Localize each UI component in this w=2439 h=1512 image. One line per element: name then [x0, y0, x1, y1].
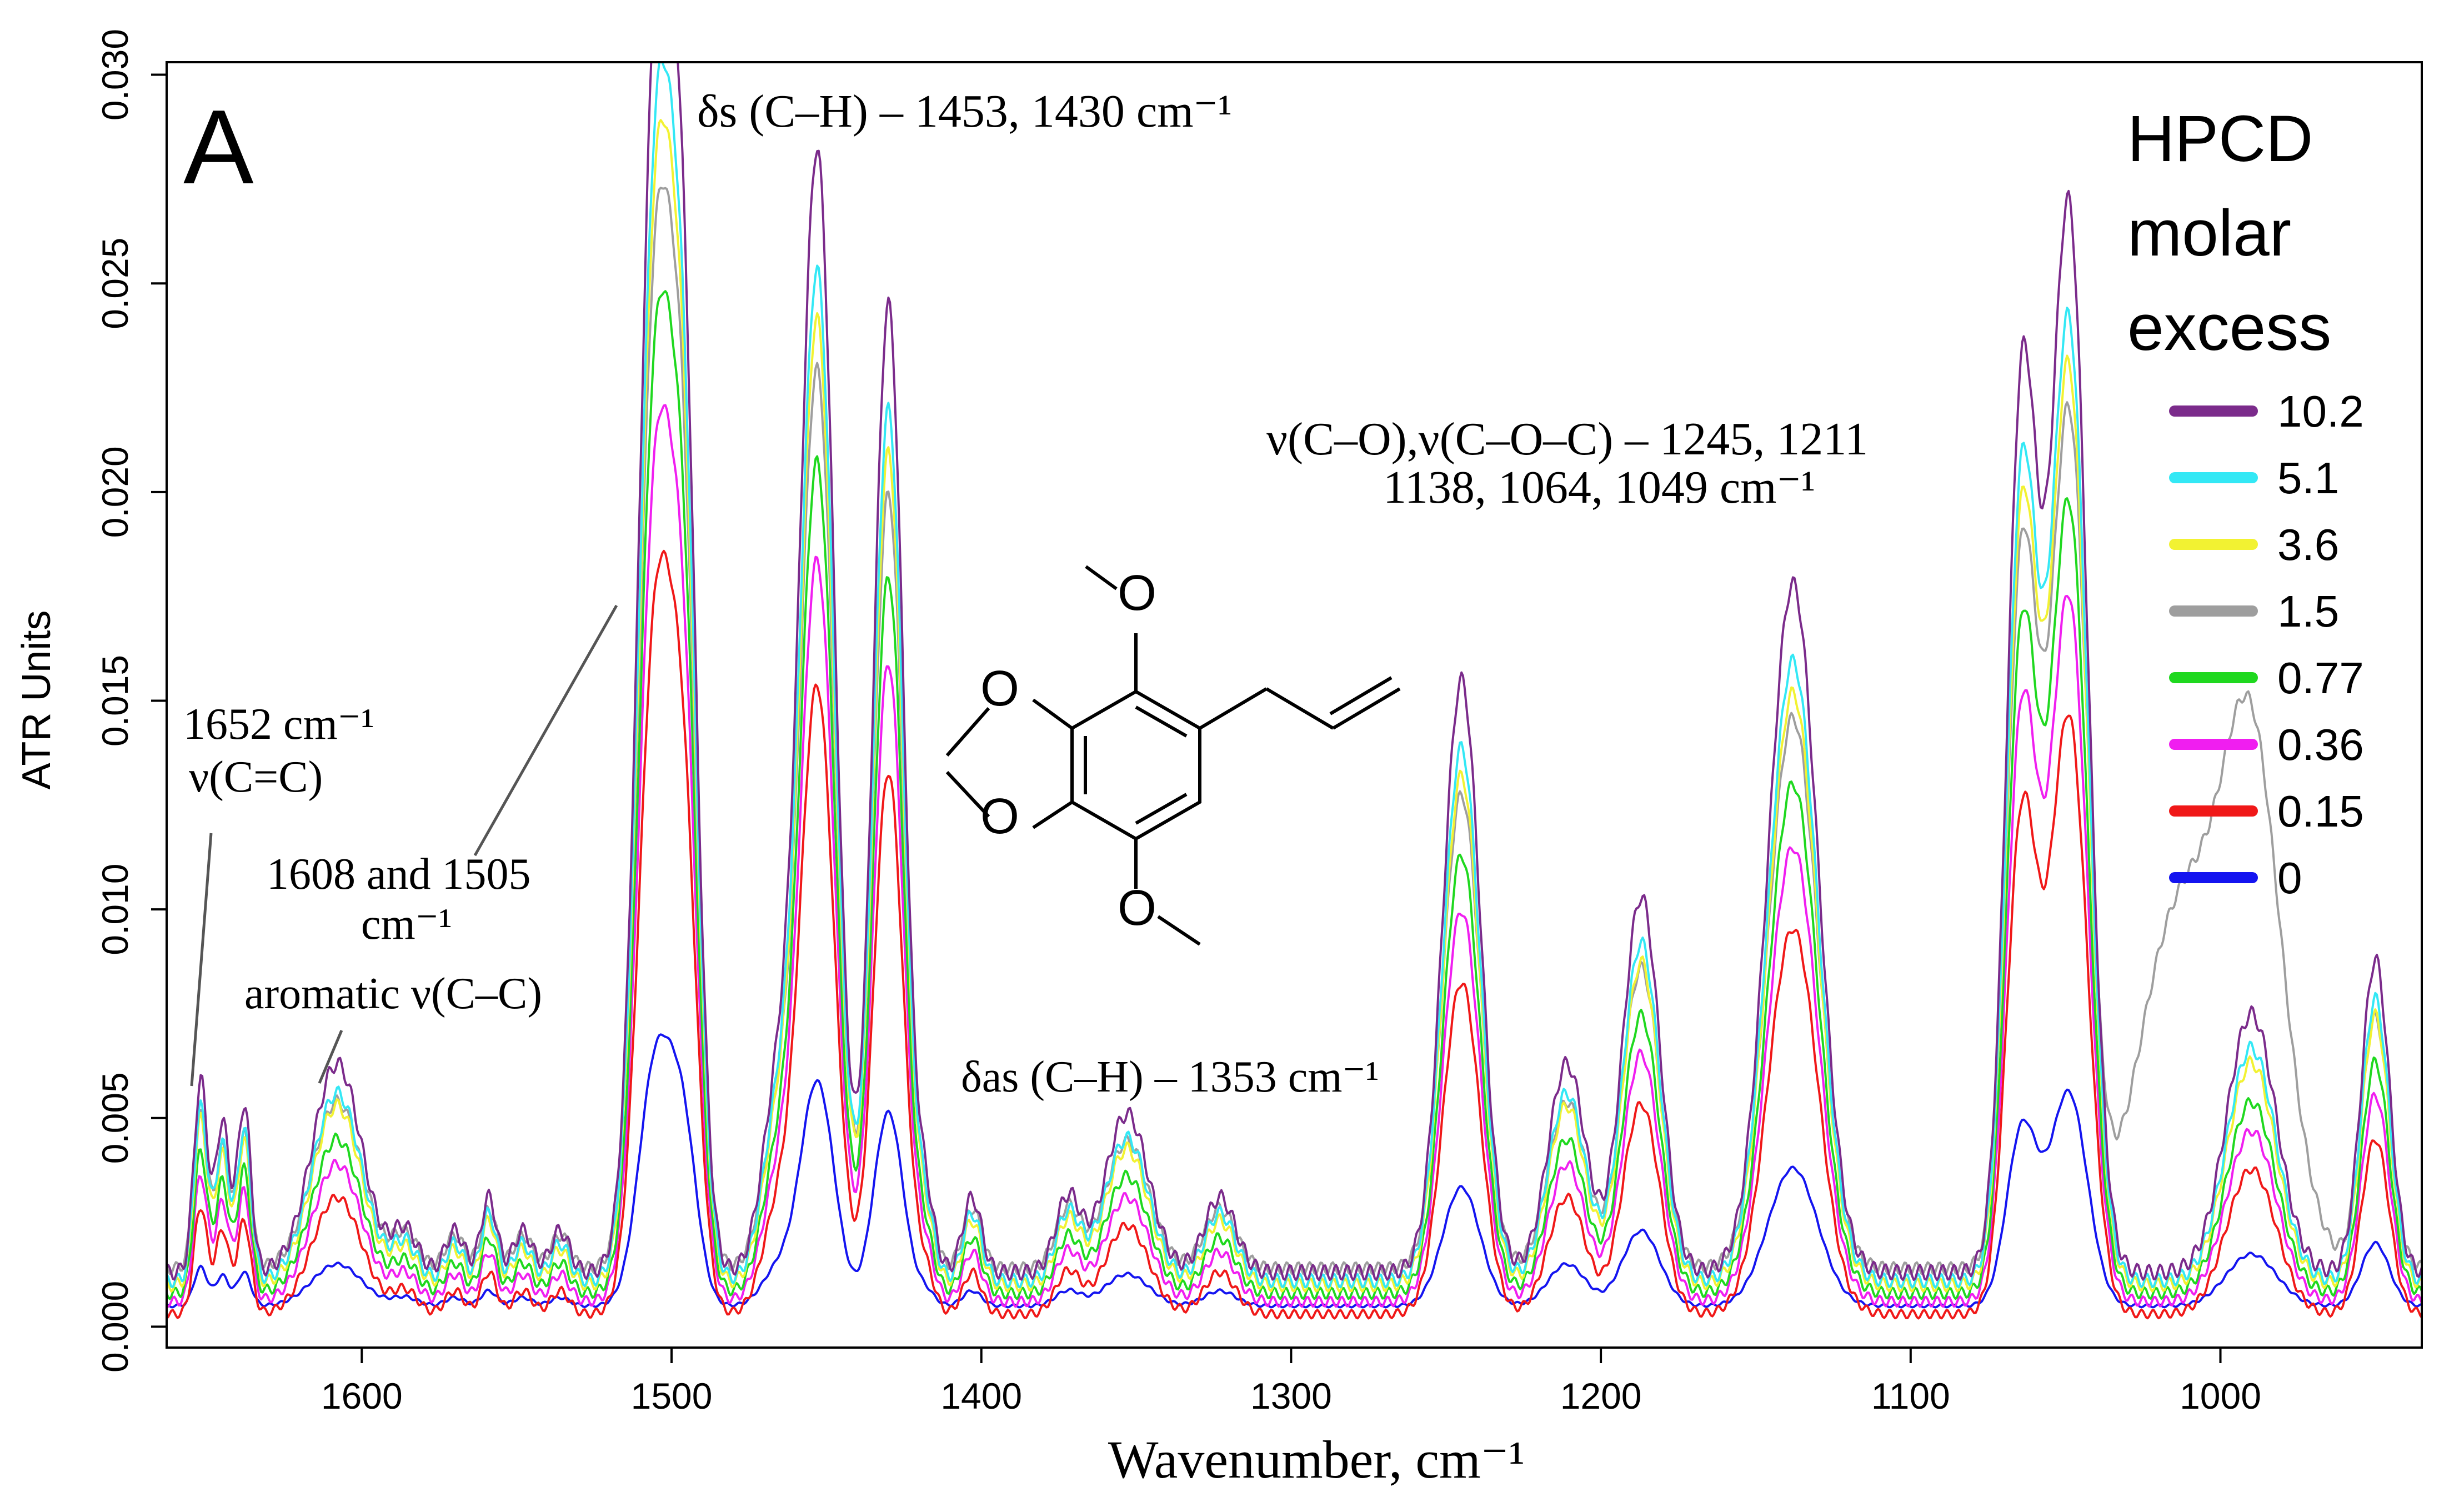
dioxole-ch2-bottom [945, 770, 990, 818]
pointer-line-1505 [473, 604, 618, 857]
x-tick-label: 1000 [2180, 1375, 2261, 1416]
x-tick-label: 1200 [1560, 1375, 1642, 1416]
y-tick-label: 0.015 [94, 655, 136, 747]
annotation-delta-as: δas (C–H) – 1353 cm⁻¹ [961, 1053, 1379, 1102]
y-tick-label: 0.020 [94, 446, 136, 538]
legend-label: 0.36 [2277, 720, 2364, 769]
x-tick-label: 1500 [631, 1375, 713, 1416]
annotations: δs (C–H) – 1453, 1430 cm⁻¹ ν(C–O),ν(C–O–… [183, 86, 1868, 1102]
series-line-5-1 [167, 62, 2422, 1289]
series-line-10-2 [167, 62, 2422, 1281]
legend-label: 10.2 [2277, 387, 2364, 436]
ring-double-bond-2 [1135, 793, 1188, 825]
allyl-double-bond-a [1332, 687, 1401, 730]
x-axis: 1600 1500 1400 1300 1200 1100 1000 [321, 1348, 2261, 1416]
ring-double-bond-1 [1135, 705, 1188, 738]
x-tick-label: 1100 [1871, 1375, 1950, 1416]
plot-frame [166, 61, 2423, 1349]
annotation-nu-co-line-1: ν(C–O),ν(C–O–C) – 1245, 1211 [1266, 413, 1868, 465]
dioxole-ch2-top [945, 707, 990, 757]
x-tick-label: 1400 [940, 1375, 1022, 1416]
methoxy-bottom-methyl [1157, 915, 1201, 946]
y-axis: 0.000 0.005 0.010 0.015 0.020 0.025 0.030 [94, 29, 167, 1373]
dioxole-bond-bottom [1032, 800, 1073, 829]
legend-label: 3.6 [2277, 520, 2339, 569]
annotation-1608-line-1: 1608 and 1505 [267, 850, 531, 899]
annotation-nu-co-line-2: 1138, 1064, 1049 cm⁻¹ [1383, 462, 1815, 513]
pointer-line-1652 [190, 833, 213, 1087]
atom-o-top: O [1118, 565, 1156, 621]
annotation-1608-line-3: aromatic ν(C–C) [244, 969, 542, 1018]
y-tick-label: 0.005 [94, 1072, 136, 1164]
series-line-0-77 [167, 290, 2422, 1300]
y-axis-label: ATR Units [14, 610, 59, 790]
legend-title-line-3: excess [2127, 291, 2331, 364]
atom-o-ring-top: O [980, 661, 1019, 717]
methoxy-top-methyl [1085, 565, 1118, 590]
y-tick-label: 0.000 [94, 1281, 136, 1373]
molecule-structure-diagram: O O O O [945, 565, 1401, 946]
allyl-double-bond-b [1329, 676, 1393, 715]
pointer-line-1608 [318, 1030, 343, 1084]
series-line-0 [167, 1033, 2422, 1309]
annotation-1608-line-2: cm⁻¹ [361, 900, 452, 949]
y-tick-label: 0.025 [94, 238, 136, 329]
legend-label: 1.5 [2277, 587, 2339, 636]
x-tick-label: 1300 [1250, 1375, 1332, 1416]
legend-label: 5.1 [2277, 453, 2339, 503]
series-line-1-5 [167, 187, 2422, 1276]
y-tick-label: 0.010 [94, 864, 136, 955]
panel-label: A [183, 88, 254, 206]
legend-title-line-1: HPCD [2127, 102, 2313, 176]
annotation-1652-line-2: ν(C=C) [189, 753, 323, 802]
legend: HPCD molar excess 10.2 5.1 3.6 1.5 0.77 0.36 0… [2127, 102, 2364, 903]
annotation-1652-line-1: 1652 cm⁻¹ [183, 700, 374, 749]
legend-label: 0.77 [2277, 653, 2364, 703]
series-line-0-15 [167, 549, 2422, 1320]
x-tick-label: 1600 [321, 1375, 403, 1416]
legend-entries: 10.2 5.1 3.6 1.5 0.77 0.36 0.15 0 [2169, 387, 2364, 903]
y-tick-label: 0.030 [94, 29, 136, 121]
series-line-0-36 [167, 404, 2422, 1308]
legend-label: 0 [2277, 853, 2302, 903]
legend-label: 0.15 [2277, 787, 2364, 836]
annotation-delta-s: δs (C–H) – 1453, 1430 cm⁻¹ [697, 86, 1232, 137]
x-axis-label: Wavenumber, cm⁻¹ [1108, 1430, 1525, 1489]
allyl-bond-2 [1265, 687, 1334, 730]
plot-area [167, 62, 2422, 1320]
dioxole-bond-top [1032, 698, 1073, 730]
benzene-ring [1070, 689, 1201, 841]
allyl-bond-1 [1199, 687, 1268, 730]
atom-o-ring-bottom: O [980, 789, 1019, 844]
legend-title-line-2: molar [2127, 197, 2291, 270]
atom-o-bottom: O [1118, 880, 1156, 936]
